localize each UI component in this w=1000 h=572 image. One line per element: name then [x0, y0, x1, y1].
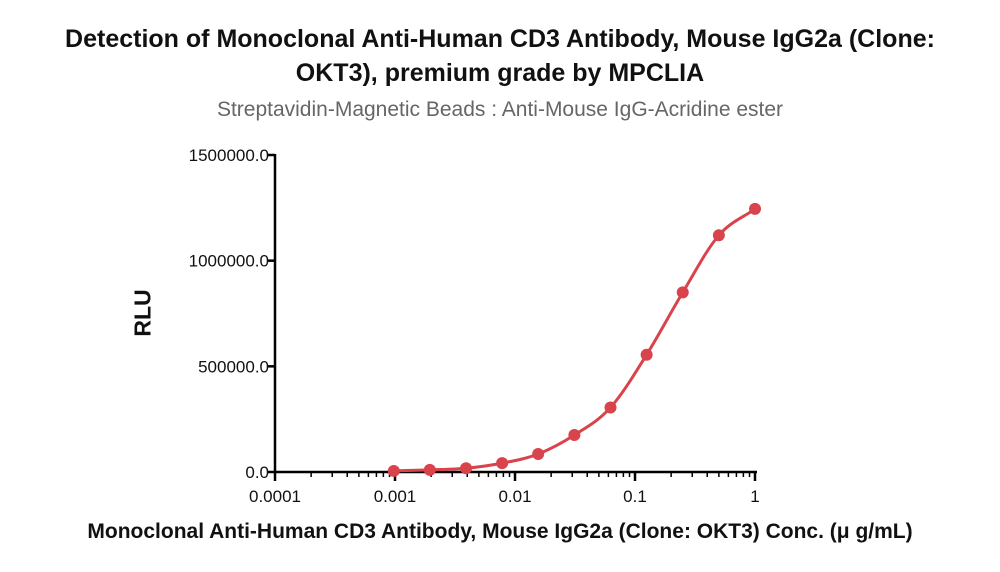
y-tick-label: 1500000.0	[189, 146, 269, 165]
data-point	[604, 401, 617, 414]
x-tick-label: 0.0001	[249, 487, 301, 506]
chart-axes: 0.0 500000.0 1000000.0 1500000.0 0.0001 0.001…	[189, 146, 760, 506]
y-tick-label: 500000.0	[198, 357, 269, 376]
y-tick-label: 1000000.0	[189, 252, 269, 271]
data-point	[676, 286, 689, 299]
data-point	[749, 202, 761, 215]
data-point	[532, 448, 545, 461]
chart-title-line-2: OKT3), premium grade by MPCLIA	[295, 59, 705, 87]
chart-title-line-1: Detection of Monoclonal Anti-Human CD3 A…	[65, 25, 935, 53]
data-point	[496, 457, 509, 470]
x-axis-label: Monoclonal Anti-Human CD3 Antibody, Mous…	[87, 520, 913, 543]
x-tick-label: 1	[750, 487, 759, 506]
x-tick-label: 0.1	[623, 487, 647, 506]
data-point	[423, 463, 436, 476]
y-tick-label: 0.0	[245, 463, 269, 482]
data-point	[640, 348, 653, 361]
data-point	[568, 429, 581, 442]
data-point	[387, 464, 400, 477]
data-point	[712, 229, 725, 242]
data-points-layer	[387, 202, 761, 477]
x-tick-label: 0.01	[498, 487, 531, 506]
x-tick-label: 0.001	[374, 487, 417, 506]
chart-subtitle: Streptavidin-Magnetic Beads : Anti-Mouse…	[216, 98, 784, 121]
data-point	[460, 462, 473, 475]
